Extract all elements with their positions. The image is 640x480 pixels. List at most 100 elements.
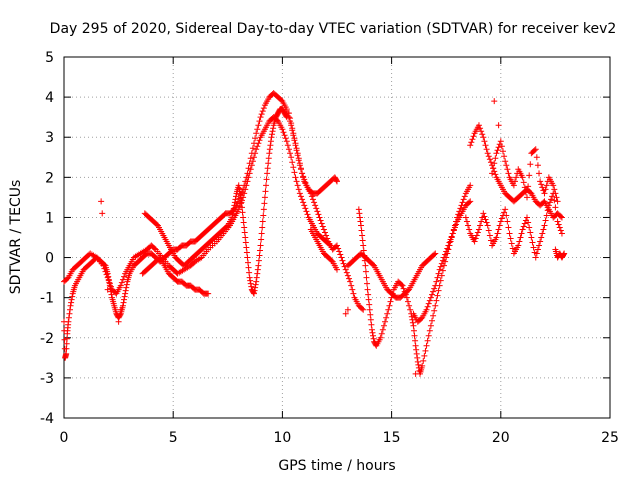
data-point [223,223,230,230]
data-point [557,227,564,234]
data-point [402,291,409,298]
data-point [255,257,262,264]
data-point [525,183,532,190]
data-points [61,90,568,377]
data-point [105,277,112,284]
data-point [384,310,391,317]
data-point [339,257,346,264]
data-point [413,350,420,357]
data-point [338,254,345,261]
data-point [540,226,547,233]
data-point [254,143,261,150]
data-point [246,269,253,276]
data-point [247,277,254,284]
data-point [68,299,75,306]
data-point [429,317,436,324]
data-point [386,302,393,309]
data-point [264,170,271,177]
data-point [507,235,514,242]
data-point [432,302,439,309]
data-point [239,209,246,216]
y-tick-label: -3 [40,371,54,387]
data-point [472,235,479,242]
data-point [502,206,509,213]
data-point [421,352,428,359]
data-point [242,234,249,241]
data-point [424,303,431,310]
data-point [252,150,259,157]
data-point [520,179,527,186]
data-point [119,276,126,283]
data-point [468,139,475,146]
data-point [475,122,482,129]
data-point [400,285,407,292]
data-point [288,120,295,127]
data-point [65,318,72,325]
data-point [232,193,239,200]
data-point [516,238,523,245]
data-point [360,306,367,313]
data-point [370,332,377,339]
data-point [317,217,324,224]
data-point [425,332,432,339]
data-point [255,140,262,147]
data-point [521,220,528,227]
data-point [268,134,275,141]
data-point [501,153,508,160]
data-point [450,227,457,234]
data-point [422,347,429,354]
data-point [491,98,498,105]
data-point [343,269,350,276]
data-point [238,199,245,206]
data-point [236,188,243,195]
data-point [230,205,237,212]
data-point [301,202,308,209]
data-point [536,242,543,249]
data-point [541,190,548,197]
data-point [409,319,416,326]
data-point [471,238,478,245]
data-point [356,214,363,221]
data-point [295,155,302,162]
data-point [256,118,263,125]
data-point [557,213,564,220]
data-point [257,242,264,249]
data-point [556,224,563,231]
data-point [229,211,236,218]
data-point [241,190,248,197]
data-point [302,205,309,212]
data-point [297,165,304,172]
data-point [252,135,259,142]
data-point [263,182,270,189]
data-point [382,318,389,325]
data-point [430,288,437,295]
data-point [477,125,484,132]
data-point [481,213,488,220]
data-point [477,222,484,229]
data-point [259,108,266,115]
data-point [324,235,331,242]
data-point [431,285,438,292]
data-point [495,122,502,129]
data-point [119,302,126,309]
data-point [447,236,454,243]
data-point [63,350,70,357]
data-point [542,217,549,224]
data-point [309,196,316,203]
data-point [237,200,244,207]
data-point [249,158,256,165]
data-point [497,138,504,145]
data-point [258,111,265,118]
data-point [467,182,474,189]
data-point [237,191,244,198]
data-point [359,237,366,244]
data-point [463,218,470,225]
data-point [509,245,516,252]
data-point [360,247,367,254]
data-point [486,232,493,239]
data-point [389,290,396,297]
data-point [68,296,75,303]
y-tick-label: -2 [40,331,54,347]
data-point [67,302,74,309]
data-point [296,160,303,167]
